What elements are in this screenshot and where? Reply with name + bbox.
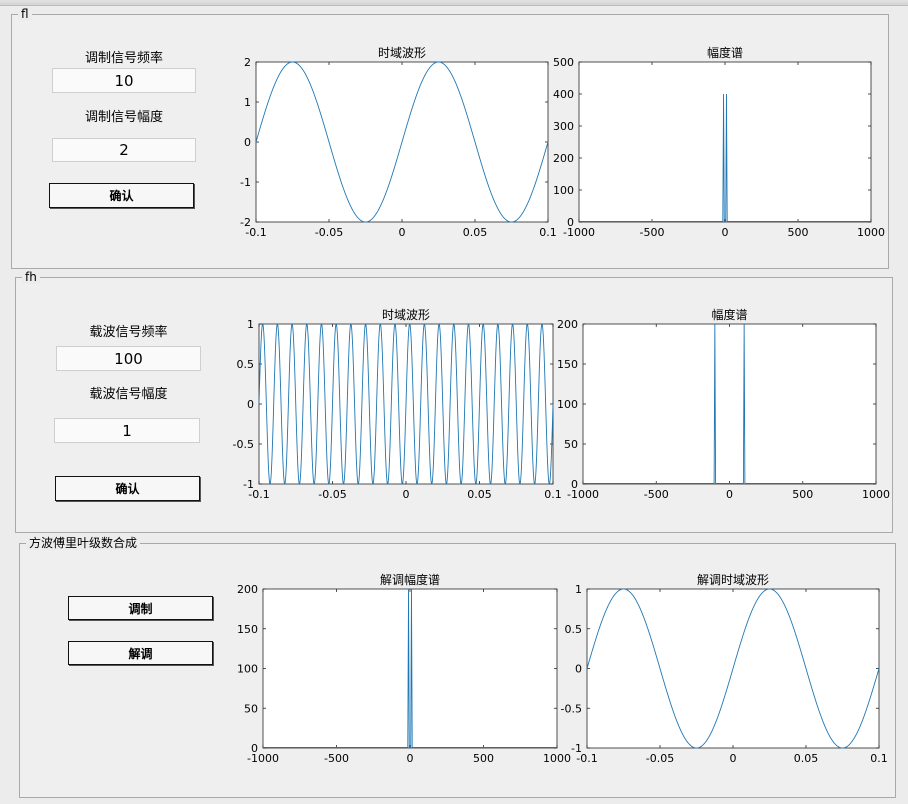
x-tick-label: 500 [788,226,809,239]
x-tick-label: -0.05 [318,488,346,501]
panel-synth-title: 方波傅里叶级数合成 [26,536,141,550]
x-tick-label: -0.1 [576,752,597,765]
plot-area [578,61,872,223]
x-tick-label: 0 [726,488,733,501]
fh-amp-input[interactable]: 1 [54,418,200,443]
y-tick-label: 1 [244,96,251,109]
x-tick-label: -500 [640,226,665,239]
series-line [579,93,871,222]
chart-title: 时域波形 [382,308,430,322]
x-tick-label: 500 [792,488,813,501]
y-tick-label: -2 [240,216,251,229]
fh-amp-label: 载波信号幅度 [89,387,168,402]
x-tick-label: -500 [324,752,349,765]
x-tick-label: -500 [644,488,669,501]
x-tick-label: 0 [403,488,410,501]
x-tick-label: 0.05 [794,752,819,765]
chart-fl-time: 时域波形 -0.1 -0.05 0 0.05 0.1 -2 -1 0 1 2 [240,46,557,239]
y-tick-label: 1 [247,318,254,331]
series-line [258,323,554,485]
y-tick-label: 100 [557,398,578,411]
panel-fh-title: fh [22,270,40,284]
x-tick-label: 500 [473,752,494,765]
series-line [263,588,557,748]
series-line [255,61,549,223]
y-tick-label: 200 [557,318,578,331]
x-tick-label: 0 [407,752,414,765]
y-tick-label: -1 [243,478,254,491]
fl-freq-label: 调制信号频率 [84,51,163,66]
series-line [586,588,880,749]
y-tick-label: 200 [553,152,574,165]
x-tick-label: 0.05 [467,488,492,501]
fl-amp-label: 调制信号幅度 [84,110,163,125]
fh-freq-input[interactable]: 100 [56,346,201,371]
demodulate-button[interactable]: 解调 [68,641,213,665]
panel-fl-title: fl [18,7,32,21]
y-tick-label: 1 [575,583,582,596]
x-tick-label: 1000 [543,752,571,765]
x-tick-label: 0 [722,226,729,239]
plot-area [262,588,558,749]
x-tick-label: 0 [730,752,737,765]
y-tick-label: 100 [237,663,258,676]
chart-title: 幅度谱 [707,45,743,60]
chart-fh-time: 时域波形 -0.1 -0.05 0 0.05 0.1 -1 -0.5 0 0.5 1 [233,308,562,501]
x-tick-label: -0.1 [245,226,266,239]
x-tick-label: 1000 [857,226,885,239]
y-tick-label: 150 [557,358,578,371]
fh-confirm-button[interactable]: 确认 [55,476,200,501]
x-tick-label: -0.05 [646,752,674,765]
y-tick-label: 50 [244,702,258,715]
x-tick-label: 1000 [862,488,890,501]
x-tick-label: -1000 [247,752,279,765]
fh-freq-label: 载波信号频率 [89,325,168,340]
window-titlebar [0,0,908,6]
chart-title: 解调幅度谱 [380,572,440,587]
y-tick-label: 150 [237,623,258,636]
y-tick-label: -0.5 [561,702,582,715]
chart-fh-spectrum: 幅度谱 -1000 -500 0 500 1000 0 50 100 150 200 [557,307,890,501]
y-tick-label: 0 [571,478,578,491]
y-tick-label: 0.5 [237,358,255,371]
chart-demod-time: 解调时域波形 -0.1 -0.05 0 0.05 0.1 -1 -0.5 0 0.5 1 [561,573,888,765]
x-tick-label: 0.1 [870,752,888,765]
fl-confirm-button[interactable]: 确认 [49,183,194,208]
chart-fl-spectrum: 幅度谱 -1000 -500 0 500 1000 0 100 200 300 400 500 [553,45,885,239]
plot-area [582,323,877,485]
chart-demod-spectrum: 解调幅度谱 -1000 -500 0 500 1000 0 50 100 150 200 [237,572,571,765]
y-tick-label: 0.5 [565,623,583,636]
y-tick-label: 0 [567,216,574,229]
y-tick-label: 2 [244,56,251,69]
x-tick-label: 0.05 [463,226,488,239]
chart-title: 时域波形 [378,46,426,60]
x-tick-label: -1000 [563,226,595,239]
x-tick-label: 0.1 [544,488,562,501]
modulate-button[interactable]: 调制 [68,596,213,620]
y-tick-label: -1 [571,742,582,755]
y-tick-label: 400 [553,88,574,101]
fl-freq-input[interactable]: 10 [52,68,196,93]
y-tick-label: 0 [251,742,258,755]
y-tick-label: 0 [247,398,254,411]
fl-amp-input[interactable]: 2 [52,138,196,162]
x-tick-label: -0.1 [248,488,269,501]
x-tick-label: 0 [399,226,406,239]
y-tick-label: 500 [553,56,574,69]
chart-title: 解调时域波形 [697,573,769,587]
y-tick-label: 100 [553,184,574,197]
y-tick-label: 300 [553,120,574,133]
y-tick-label: 0 [244,136,251,149]
y-tick-label: -1 [240,176,251,189]
x-tick-label: -0.05 [315,226,343,239]
y-tick-label: -0.5 [233,438,254,451]
y-tick-label: 50 [564,438,578,451]
x-tick-label: 0.1 [539,226,557,239]
x-tick-label: -1000 [567,488,599,501]
y-tick-label: 200 [237,583,258,596]
y-tick-label: 0 [575,663,582,676]
chart-title: 幅度谱 [711,307,747,322]
series-line [583,323,876,484]
